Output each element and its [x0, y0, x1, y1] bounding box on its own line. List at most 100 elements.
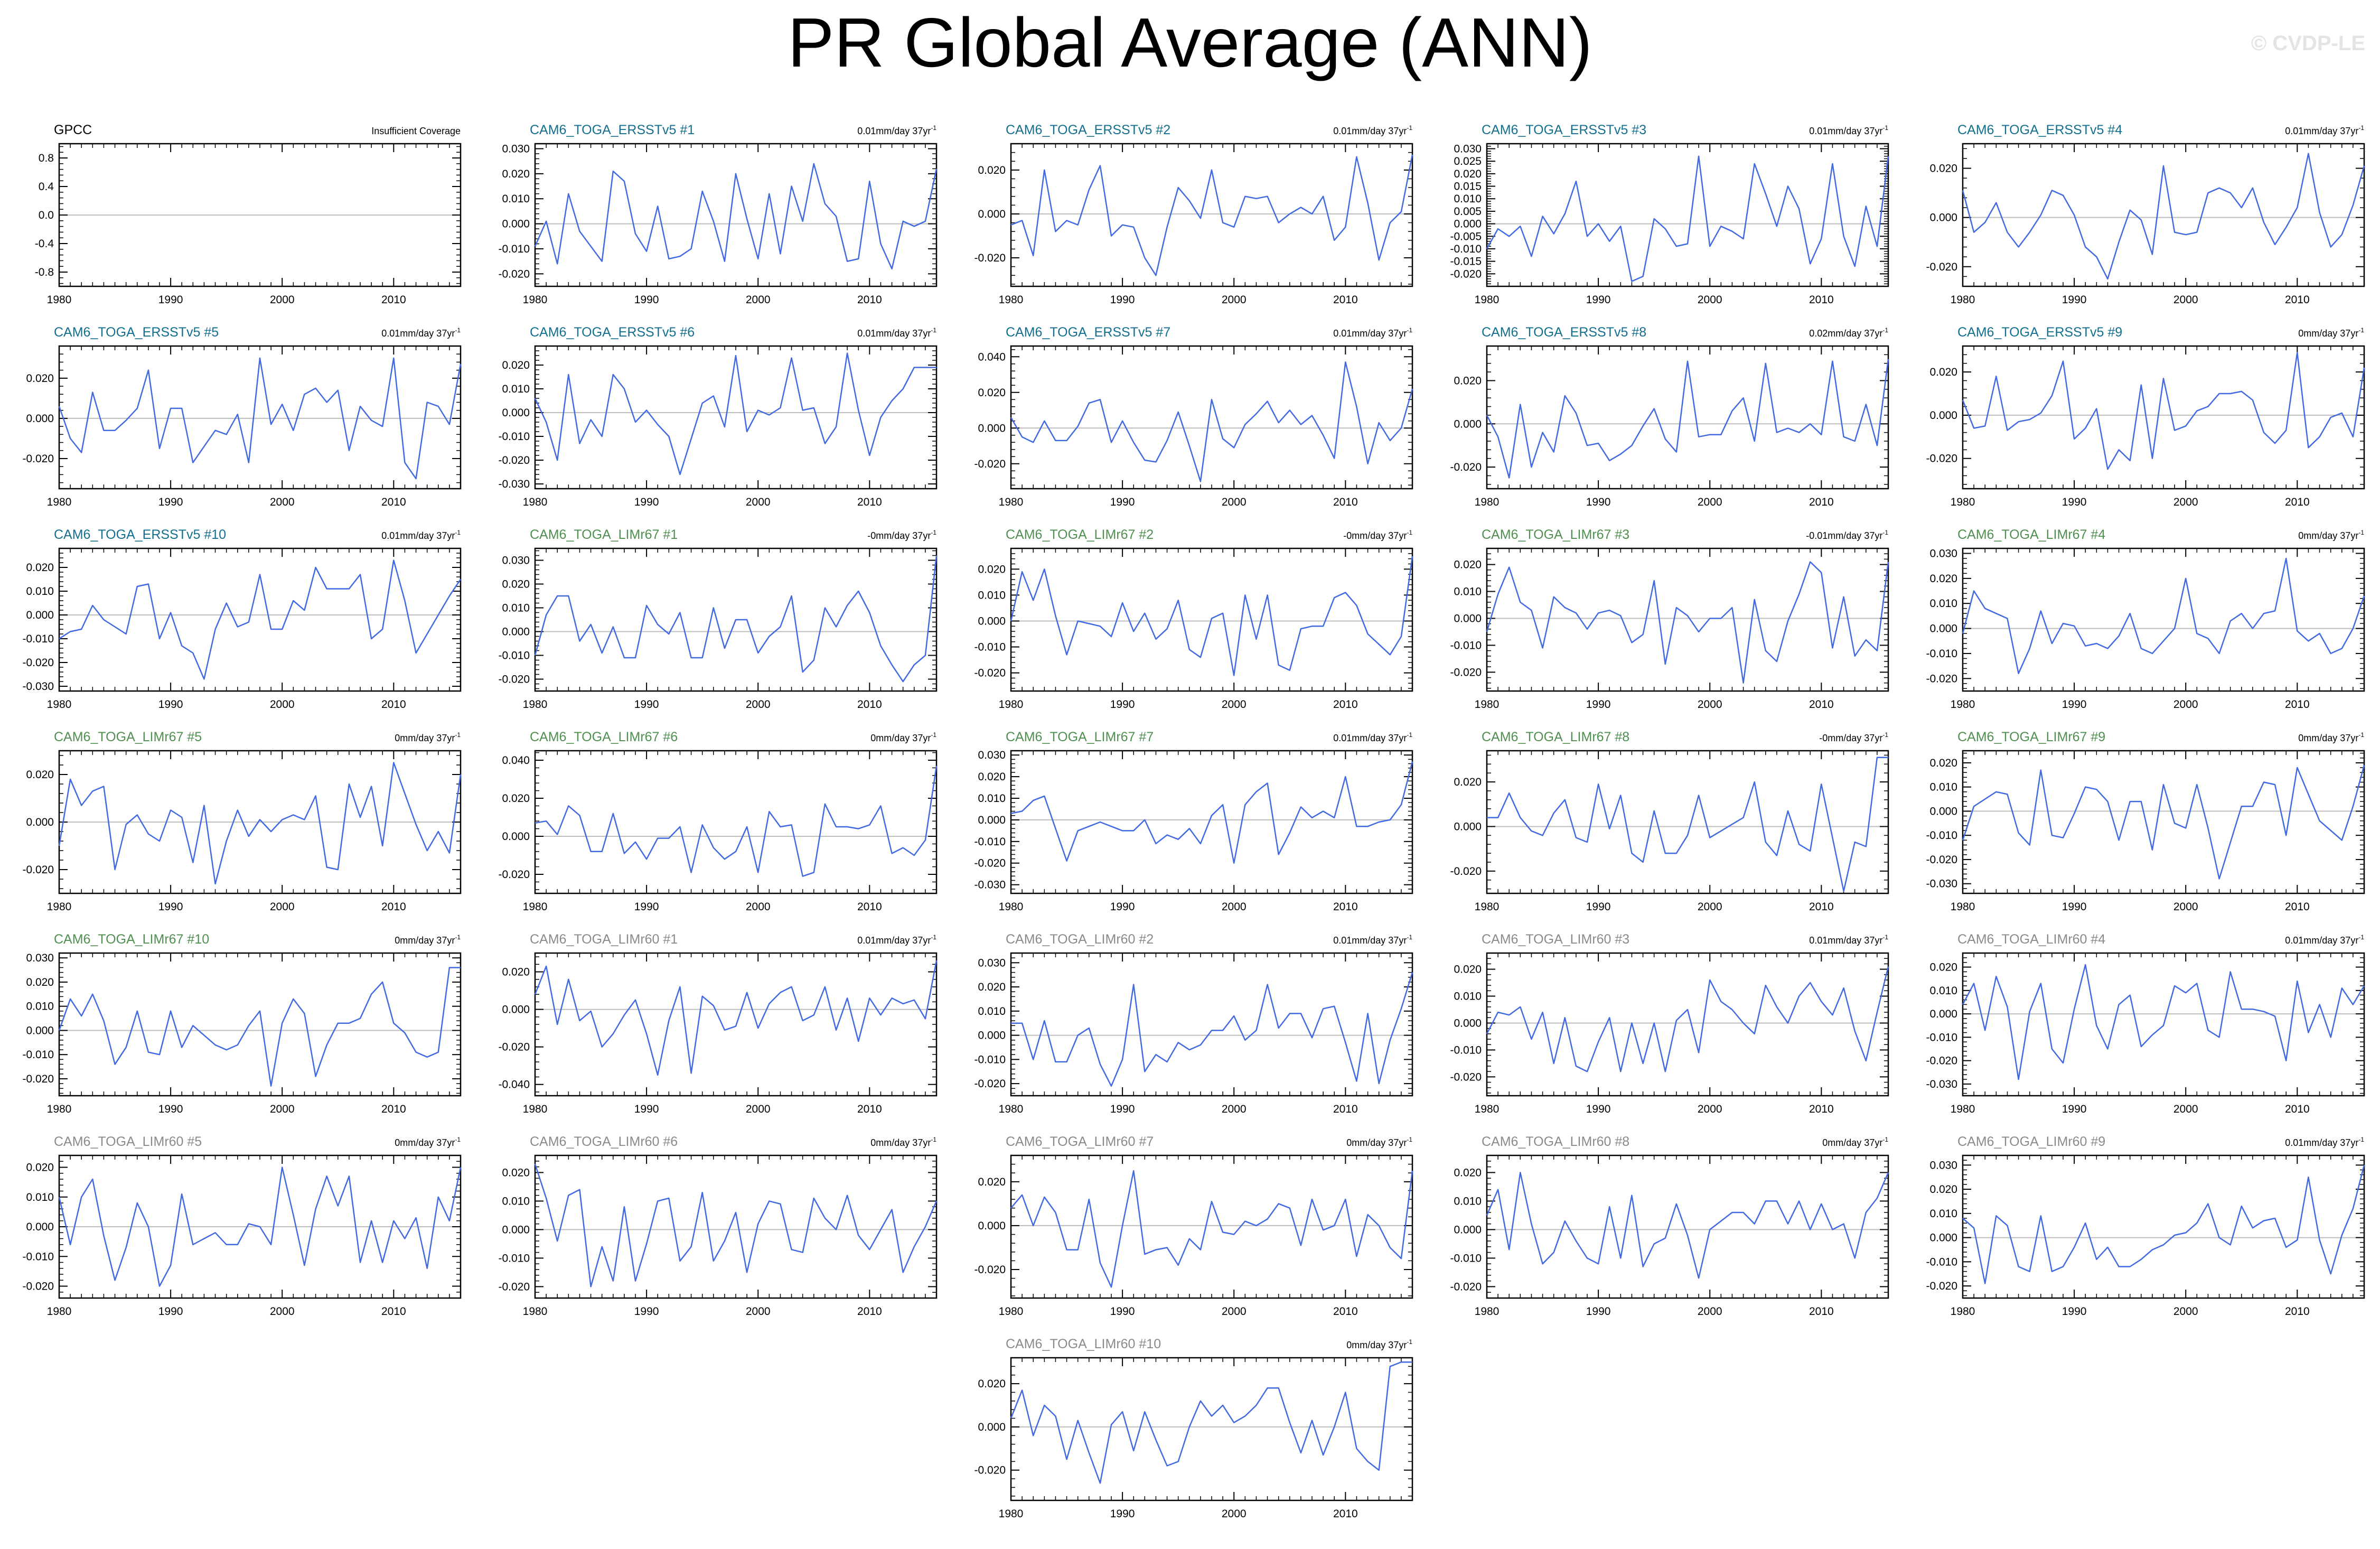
- y-tick-label: -0.020: [498, 1281, 530, 1293]
- trend-label: 0mm/day 37yr-1: [395, 731, 461, 743]
- y-tick-label: 0.020: [502, 168, 530, 180]
- panel-9: 0.020 0.000 -0.020 1980 1990 2000 2010 CAM6_TOG…: [1450, 325, 1889, 508]
- x-tick-label: 2000: [1698, 294, 1722, 306]
- series-line: [1962, 1164, 2365, 1284]
- series-line: [1011, 972, 1413, 1087]
- panel-title: CAM6_TOGA_ERSSTv5 #9: [1957, 325, 2122, 340]
- x-tick-label: 2010: [1333, 698, 1358, 711]
- panel-1: 0.8 0.4 0.0 -0.4 -0.8 1980 1990 2000 2010 GPCC Ins…: [35, 123, 462, 306]
- y-tick-label: 0.010: [1454, 193, 1482, 205]
- series-line: [1010, 1361, 1412, 1484]
- y-tick-label: 0.020: [1454, 776, 1482, 788]
- trend-label: 0.02mm/day 37yr-1: [1809, 326, 1888, 339]
- y-tick-label: 0.015: [1454, 181, 1482, 193]
- plot-frame: [1486, 143, 1889, 287]
- x-tick-label: 2000: [746, 1305, 771, 1318]
- series-line: [535, 766, 938, 877]
- y-tick-label: -0.020: [974, 667, 1006, 679]
- trend-exponent: -1: [1407, 529, 1412, 536]
- y-tick-label: 0.000: [26, 413, 54, 425]
- x-tick-label: 2000: [2173, 496, 2198, 508]
- y-tick-label: 0.000: [502, 1224, 530, 1236]
- panel-6: 0.020 0.000 -0.020 1980 1990 2000 2010 CAM6_TOG…: [22, 325, 462, 508]
- y-tick-label: 0.000: [978, 615, 1006, 627]
- trend-exponent: -1: [2358, 1136, 2364, 1143]
- x-tick-label: 2010: [381, 294, 406, 306]
- plot-frame: [1962, 1154, 2365, 1299]
- y-tick-label: 0.040: [502, 754, 530, 767]
- y-tick-label: 0.000: [1454, 218, 1482, 230]
- trend-exponent: -1: [455, 934, 461, 941]
- trend-exponent: -1: [931, 1136, 936, 1143]
- x-tick-label: 1990: [1110, 698, 1135, 711]
- y-tick-label: -0.010: [1926, 1031, 1957, 1043]
- y-tick-label: 0.000: [978, 208, 1006, 220]
- plot-frame: [1486, 750, 1889, 894]
- y-tick-label: 0.005: [1454, 206, 1482, 218]
- x-tick-label: 2000: [1222, 901, 1247, 913]
- x-tick-label: 1990: [634, 901, 659, 913]
- panel-title: CAM6_TOGA_LIMr60 #2: [1006, 932, 1154, 947]
- y-tick-label: -0.020: [1450, 1281, 1482, 1293]
- y-tick-label: 0.030: [26, 952, 54, 964]
- y-tick-label: -0.020: [974, 252, 1006, 264]
- panel-24: 0.020 0.010 0.000 -0.010 -0.020 1980 1990 2000 2…: [1450, 932, 1889, 1115]
- y-tick-label: 0.020: [1929, 573, 1957, 585]
- plot-frame: [58, 952, 462, 1097]
- y-tick-label: -0.010: [498, 431, 530, 443]
- trend-exponent: -1: [931, 326, 936, 334]
- x-tick-label: 2010: [381, 901, 406, 913]
- y-tick-label: 0.020: [26, 372, 54, 385]
- y-tick-label: 0.030: [1929, 547, 1957, 559]
- figure-title: PR Global Average (ANN): [788, 4, 1592, 81]
- y-tick-label: 0.020: [1929, 962, 1957, 974]
- y-tick-label: -0.030: [498, 478, 530, 490]
- y-tick-label: -0.020: [974, 1464, 1006, 1477]
- trend-label: -0mm/day 37yr-1: [867, 529, 936, 541]
- trend-exponent: -1: [931, 124, 936, 132]
- trend-exponent: -1: [1882, 529, 1888, 536]
- series-line: [1962, 964, 2365, 1080]
- trend-label: 0.01mm/day 37yr-1: [1333, 124, 1412, 136]
- x-tick-label: 2000: [1698, 901, 1722, 913]
- x-tick-label: 1980: [1475, 1305, 1500, 1318]
- series-line: [1962, 765, 2365, 880]
- x-tick-label: 1990: [2062, 1103, 2087, 1115]
- x-tick-label: 1990: [158, 901, 183, 913]
- trend-exponent: -1: [2358, 731, 2364, 739]
- x-tick-label: 1990: [1110, 1305, 1135, 1318]
- panel-title: CAM6_TOGA_ERSSTv5 #8: [1482, 325, 1646, 340]
- x-tick-label: 2000: [1222, 1305, 1247, 1318]
- y-tick-label: -0.020: [974, 1264, 1006, 1276]
- panel-title: CAM6_TOGA_ERSSTv5 #3: [1482, 123, 1646, 137]
- trend-exponent: -1: [1882, 326, 1888, 334]
- x-tick-label: 1980: [1475, 1103, 1500, 1115]
- y-tick-label: 0.010: [26, 1001, 54, 1013]
- trend-label: 0mm/day 37yr-1: [870, 731, 936, 743]
- panel-7: 0.020 0.010 0.000 -0.010 -0.020 -0.030 1980 199…: [498, 325, 938, 508]
- y-tick-label: 0.020: [978, 981, 1006, 993]
- x-tick-label: 1990: [1586, 496, 1611, 508]
- y-tick-label: 0.000: [1454, 418, 1482, 430]
- trend-label: Insufficient Coverage: [371, 126, 461, 136]
- series-line: [534, 163, 938, 270]
- x-tick-label: 1980: [1475, 496, 1500, 508]
- y-tick-label: 0.010: [26, 585, 54, 598]
- x-tick-label: 1990: [158, 698, 183, 711]
- x-tick-label: 2000: [746, 698, 771, 711]
- plot-frame: [1962, 143, 2365, 287]
- panel-title: CAM6_TOGA_LIMr67 #7: [1006, 730, 1154, 744]
- y-tick-label: -0.010: [974, 641, 1006, 654]
- trend-exponent: -1: [2358, 934, 2364, 941]
- y-tick-label: 0.010: [1454, 991, 1482, 1003]
- series-line: [1486, 561, 1889, 684]
- trend-label: 0.01mm/day 37yr-1: [381, 326, 461, 339]
- y-tick-label: 0.020: [502, 578, 530, 591]
- y-tick-label: 0.000: [1929, 805, 1957, 817]
- x-tick-label: 1980: [1951, 496, 1975, 508]
- series-line: [1010, 1170, 1413, 1288]
- y-tick-label: -0.4: [35, 238, 54, 250]
- x-tick-label: 1990: [634, 698, 659, 711]
- plot-frame: [1010, 345, 1413, 490]
